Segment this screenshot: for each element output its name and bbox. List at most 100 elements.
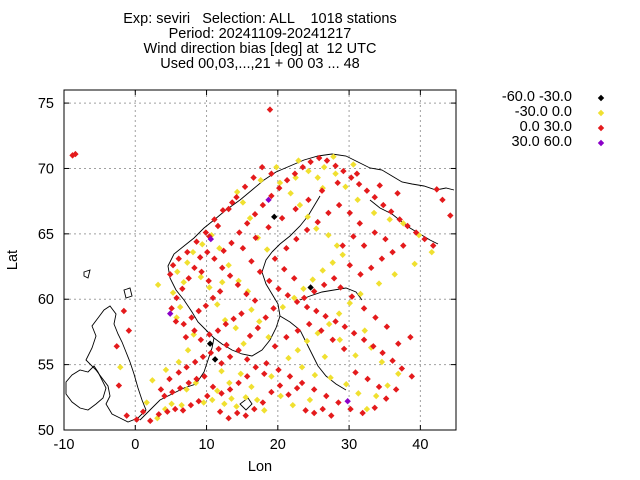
data-point-series-3 bbox=[447, 212, 454, 219]
data-point-series-2 bbox=[206, 284, 213, 291]
data-point-series-3 bbox=[218, 390, 225, 397]
data-point-series-2 bbox=[218, 367, 225, 375]
data-point-series-2 bbox=[304, 213, 311, 221]
coastline-map bbox=[65, 153, 455, 423]
scandinavia-coast bbox=[139, 153, 455, 421]
great-britain-coast bbox=[85, 305, 147, 423]
data-point-series-3 bbox=[394, 190, 401, 197]
data-point-series-3 bbox=[380, 201, 387, 209]
data-point-series-3 bbox=[268, 388, 275, 396]
data-point-series-3 bbox=[346, 209, 354, 217]
data-point-series-2 bbox=[244, 288, 252, 295]
data-point-series-3 bbox=[302, 407, 309, 414]
data-point-series-2 bbox=[346, 299, 354, 307]
data-point-series-2 bbox=[192, 379, 200, 387]
legend-label-2: -30.0 0.0 bbox=[514, 104, 572, 120]
data-point-series-3 bbox=[202, 302, 210, 309]
data-point-series-3 bbox=[335, 399, 342, 406]
data-point-series-3 bbox=[325, 209, 332, 217]
data-point-series-3 bbox=[179, 285, 186, 292]
data-point-series-3 bbox=[218, 360, 225, 367]
data-point-series-3 bbox=[166, 375, 173, 383]
data-point-series-3 bbox=[360, 305, 368, 312]
data-point-series-4 bbox=[207, 235, 215, 243]
y-tick-label: 55 bbox=[38, 358, 54, 374]
data-point-series-3 bbox=[258, 163, 266, 171]
data-point-series-3 bbox=[408, 373, 416, 380]
data-point-series-3 bbox=[193, 238, 200, 245]
data-point-series-2 bbox=[256, 318, 263, 325]
data-point-series-3 bbox=[271, 255, 279, 262]
data-point-series-2 bbox=[375, 280, 383, 287]
data-point-series-3 bbox=[239, 245, 247, 252]
data-point-series-3 bbox=[363, 187, 371, 194]
data-point-series-3 bbox=[214, 327, 222, 334]
data-point-series-3 bbox=[300, 294, 308, 302]
data-point-series-3 bbox=[383, 323, 391, 330]
data-point-series-2 bbox=[173, 314, 180, 321]
data-point-series-3 bbox=[367, 264, 375, 272]
data-point-series-3 bbox=[389, 357, 396, 364]
data-point-series-3 bbox=[180, 320, 187, 328]
data-point-series-3 bbox=[69, 152, 76, 159]
data-point-series-2 bbox=[190, 331, 197, 338]
data-point-series-2 bbox=[303, 337, 311, 345]
data-point-series-2 bbox=[386, 216, 393, 223]
data-point-series-3 bbox=[214, 222, 222, 230]
data-point-series-3 bbox=[204, 248, 211, 256]
data-point-series-3 bbox=[113, 343, 120, 350]
data-point-series-2 bbox=[233, 188, 241, 196]
data-point-series-3 bbox=[256, 268, 264, 275]
data-point-series-3 bbox=[315, 154, 323, 162]
data-point-series-2 bbox=[335, 310, 343, 317]
data-point-series-3 bbox=[330, 275, 338, 282]
data-point-series-3 bbox=[226, 386, 234, 393]
data-point-series-3 bbox=[166, 271, 174, 278]
data-point-series-3 bbox=[404, 222, 411, 230]
data-point-series-2 bbox=[117, 364, 124, 371]
data-point-series-3 bbox=[195, 398, 202, 405]
data-point-series-3 bbox=[439, 196, 446, 204]
data-point-series-3 bbox=[254, 324, 262, 332]
x-tick-label: 10 bbox=[198, 437, 214, 453]
data-point-series-2 bbox=[313, 225, 320, 232]
data-point-series-2 bbox=[239, 199, 247, 206]
data-point-series-3 bbox=[340, 167, 347, 175]
gulf-of-finland-coast bbox=[299, 287, 363, 301]
data-point-series-3 bbox=[378, 255, 386, 262]
data-point-series-2 bbox=[200, 399, 207, 406]
data-point-series-2 bbox=[306, 396, 314, 404]
data-point-series-2 bbox=[233, 403, 240, 410]
ireland-coast bbox=[65, 365, 107, 411]
data-point-series-3 bbox=[341, 323, 349, 330]
data-point-series-3 bbox=[191, 264, 198, 272]
data-point-series-3 bbox=[206, 233, 213, 240]
data-point-series-3 bbox=[398, 365, 406, 372]
data-points bbox=[69, 106, 454, 425]
data-point-series-3 bbox=[120, 307, 128, 315]
data-point-series-3 bbox=[147, 417, 154, 425]
data-point-series-3 bbox=[276, 184, 283, 192]
data-point-series-3 bbox=[291, 275, 298, 282]
data-point-series-2 bbox=[221, 400, 228, 408]
data-point-series-3 bbox=[395, 340, 402, 347]
data-point-series-3 bbox=[375, 383, 383, 391]
data-point-series-3 bbox=[250, 174, 257, 181]
data-point-series-3 bbox=[319, 405, 326, 413]
data-point-series-3 bbox=[196, 254, 204, 261]
data-point-series-2 bbox=[330, 153, 337, 160]
x-tick-label: -10 bbox=[54, 437, 75, 453]
data-point-series-3 bbox=[276, 382, 284, 389]
data-point-series-2 bbox=[287, 190, 294, 197]
data-point-series-2 bbox=[143, 399, 150, 406]
data-point-series-2 bbox=[279, 303, 287, 311]
data-point-series-3 bbox=[310, 288, 318, 295]
data-point-series-3 bbox=[223, 341, 230, 349]
data-point-series-2 bbox=[214, 301, 221, 308]
data-point-series-3 bbox=[155, 411, 162, 418]
data-point-series-3 bbox=[278, 214, 286, 222]
data-point-series-3 bbox=[262, 314, 269, 321]
data-point-series-3 bbox=[293, 298, 301, 306]
data-point-series-3 bbox=[157, 386, 165, 393]
data-point-series-3 bbox=[283, 245, 290, 252]
